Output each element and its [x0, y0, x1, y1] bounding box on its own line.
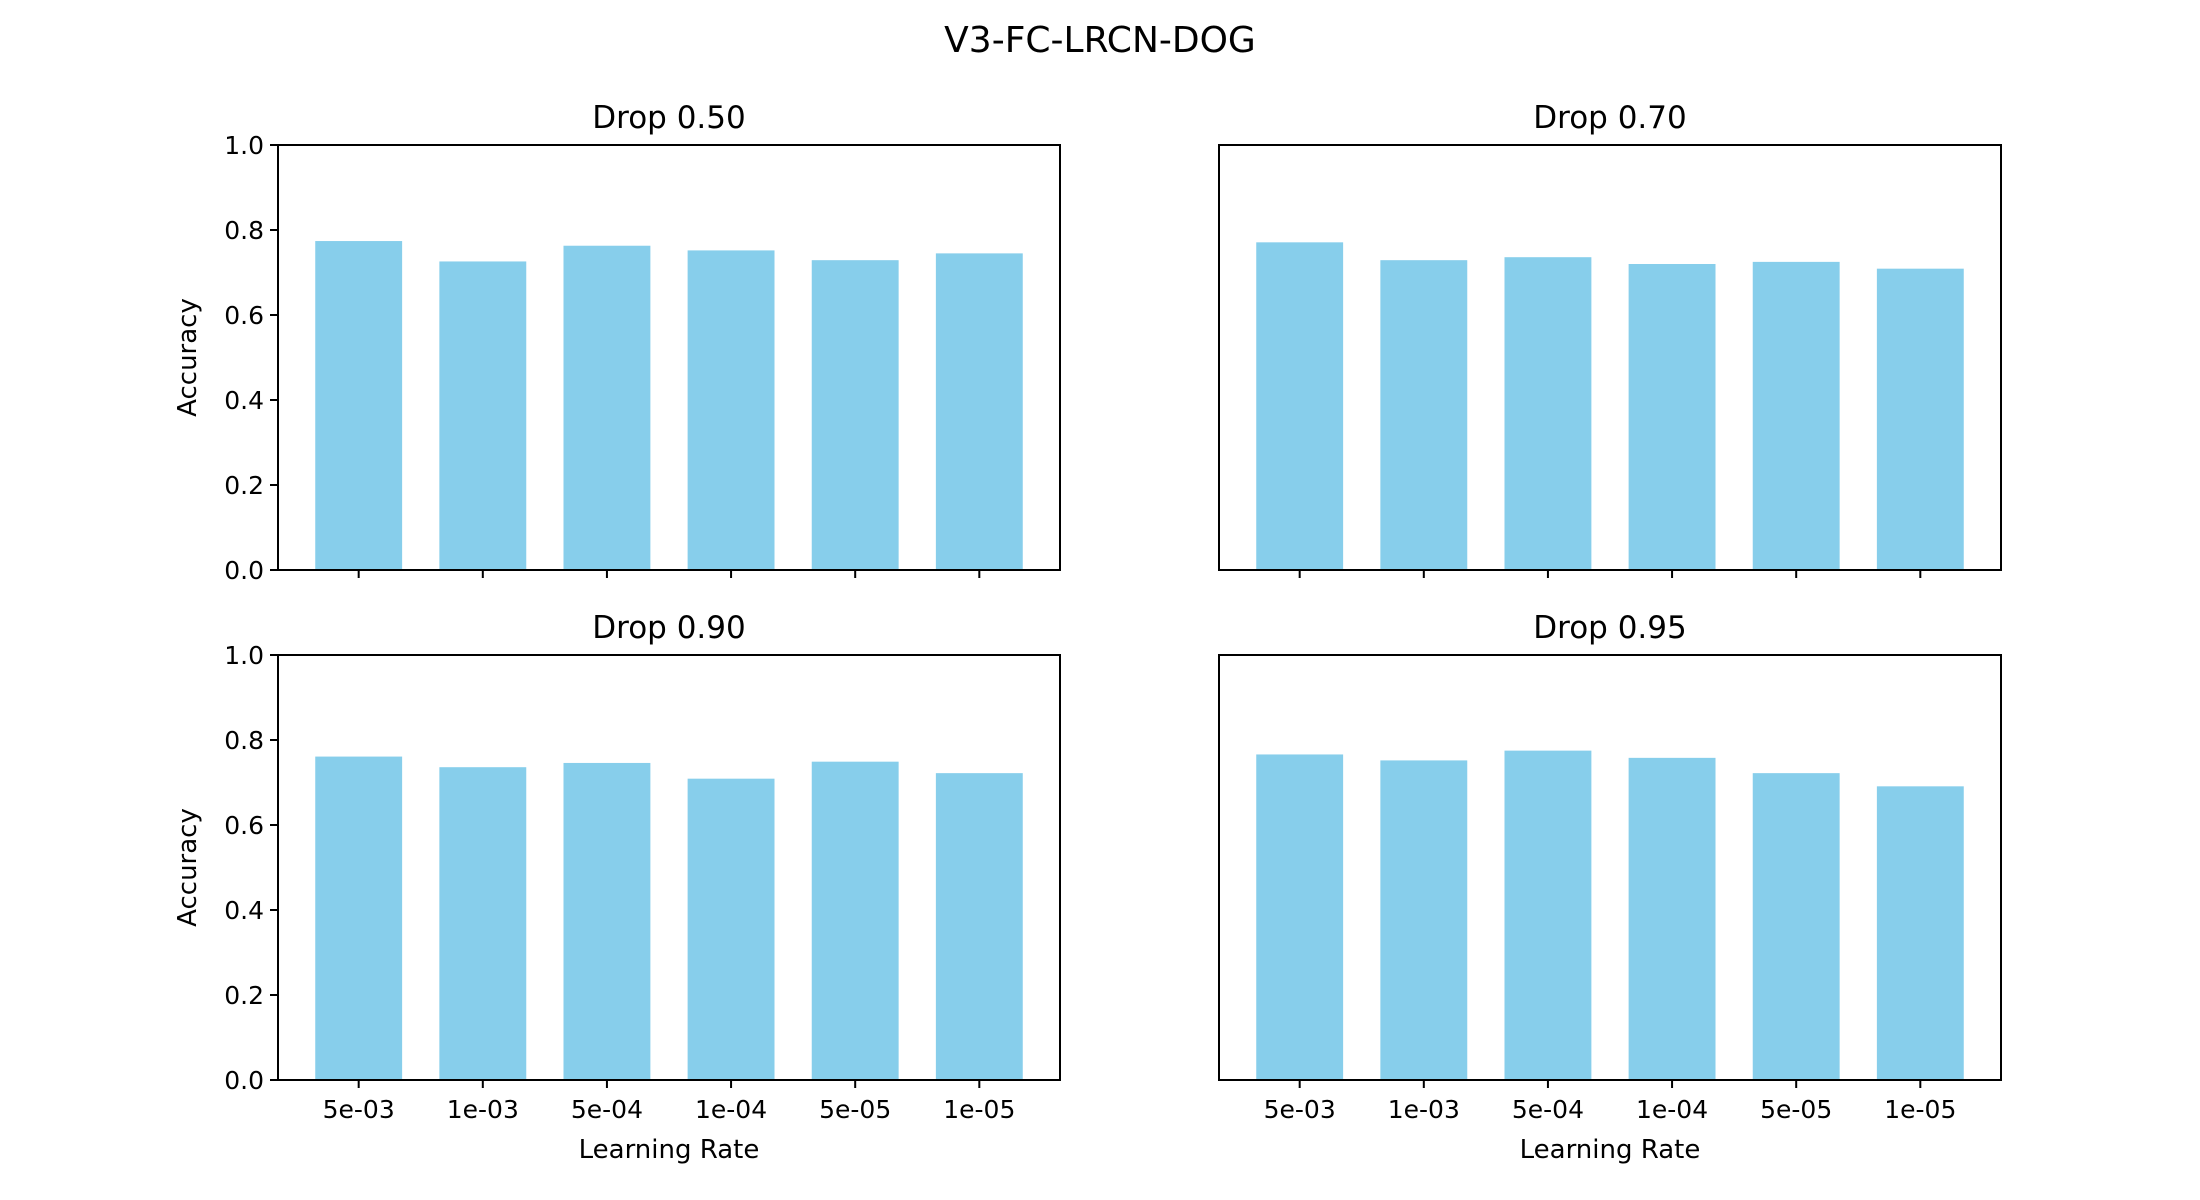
bar-1e-04: [687, 778, 775, 1080]
bar-group: [315, 756, 1023, 1080]
x-axis-label: Learning Rate: [1520, 1135, 1701, 1165]
y-tick-label: 0.4: [224, 896, 264, 925]
x-tick-label: 5e-04: [571, 1095, 643, 1124]
plot-frame: [1218, 654, 2002, 1081]
x-tick-group: 5e-03 1e-03 5e-04 1e-04 5e-05 1e-05: [1264, 1080, 1956, 1124]
subplot-title: Drop 0.90: [592, 610, 745, 646]
x-tick-label: 1e-03: [1388, 1095, 1460, 1124]
y-tick-label: 0.8: [224, 216, 264, 245]
bar-1e-04: [687, 250, 775, 570]
bar-5e-03: [1256, 754, 1344, 1080]
bar-1e-05: [1876, 786, 1964, 1080]
bar-1e-05: [1876, 268, 1964, 570]
bar-5e-04: [563, 245, 651, 570]
subplot-drop-095: Drop 0.95 5e-03 1e-03 5e-04 1e-04 5e-05 1e-05…: [1218, 610, 2002, 1165]
bar-1e-05: [935, 253, 1023, 570]
y-tick-label: 1.0: [224, 131, 264, 160]
bar-group: [1256, 242, 1964, 570]
x-tick-label: 1e-04: [1636, 1095, 1708, 1124]
bar-5e-03: [1256, 242, 1344, 570]
x-tick-group: [357, 570, 981, 578]
x-tick-label: 5e-04: [1512, 1095, 1584, 1124]
bar-5e-05: [1752, 261, 1840, 570]
x-tick-label: 1e-04: [695, 1095, 767, 1124]
plot-frame: [277, 654, 1061, 1081]
bar-5e-04: [1504, 257, 1592, 570]
y-tick-group: 0.0 0.2 0.4 0.6 0.8 1.0: [224, 131, 278, 585]
x-tick-label: 1e-05: [1884, 1095, 1956, 1124]
bar-1e-04: [1628, 264, 1716, 570]
y-tick-label: 0.2: [224, 981, 264, 1010]
subplot-drop-050: Drop 0.50 0.0 0.2 0.4 0.6 0.8 1.0 Accuracy: [173, 100, 1061, 585]
y-tick-label: 0.6: [224, 301, 264, 330]
x-tick-group: [1298, 570, 1922, 578]
figure-title: V3-FC-LRCN-DOG: [944, 20, 1256, 61]
x-tick-label: 5e-05: [1760, 1095, 1832, 1124]
y-tick-label: 0.2: [224, 471, 264, 500]
y-tick-label: 0.0: [224, 1066, 264, 1095]
x-tick-label: 5e-05: [819, 1095, 891, 1124]
y-tick-label: 0.4: [224, 386, 264, 415]
x-tick-label: 5e-03: [323, 1095, 395, 1124]
bar-1e-03: [1380, 760, 1468, 1080]
y-tick-group: 0.0 0.2 0.4 0.6 0.8 1.0: [224, 641, 278, 1095]
x-tick-group: 5e-03 1e-03 5e-04 1e-04 5e-05 1e-05: [323, 1080, 1015, 1124]
bar-5e-05: [1752, 773, 1840, 1080]
bar-5e-03: [315, 241, 403, 571]
plot-frame: [1218, 144, 2002, 571]
x-tick-label: 1e-05: [943, 1095, 1015, 1124]
bar-group: [1256, 750, 1964, 1080]
subplot-title: Drop 0.50: [592, 100, 745, 136]
x-tick-label: 1e-03: [447, 1095, 519, 1124]
y-tick-label: 0.6: [224, 811, 264, 840]
y-axis-label: Accuracy: [173, 808, 203, 927]
y-tick-label: 1.0: [224, 641, 264, 670]
x-axis-label: Learning Rate: [579, 1135, 760, 1165]
bar-5e-05: [811, 761, 899, 1080]
bar-1e-03: [439, 261, 527, 570]
subplot-drop-090: Drop 0.90 0.00.20.40.60.81.0 5e-03 1e-03 5…: [173, 610, 1061, 1165]
y-tick-label: 0.8: [224, 726, 264, 755]
plot-frame: [277, 144, 1061, 571]
y-tick-label: 0.0: [224, 556, 264, 585]
bar-5e-04: [563, 762, 651, 1080]
y-axis-label: Accuracy: [173, 298, 203, 417]
bar-5e-04: [1504, 750, 1592, 1080]
subplot-title: Drop 0.95: [1533, 610, 1686, 646]
bar-1e-04: [1628, 757, 1716, 1080]
subplot-drop-070: Drop 0.70: [1218, 100, 2002, 578]
subplot-title: Drop 0.70: [1533, 100, 1686, 136]
x-tick-label: 5e-03: [1264, 1095, 1336, 1124]
bar-1e-03: [1380, 260, 1468, 570]
bar-5e-05: [811, 260, 899, 570]
bar-1e-05: [935, 773, 1023, 1080]
bar-5e-03: [315, 756, 403, 1080]
bar-1e-03: [439, 767, 527, 1080]
bar-group: [315, 241, 1023, 571]
